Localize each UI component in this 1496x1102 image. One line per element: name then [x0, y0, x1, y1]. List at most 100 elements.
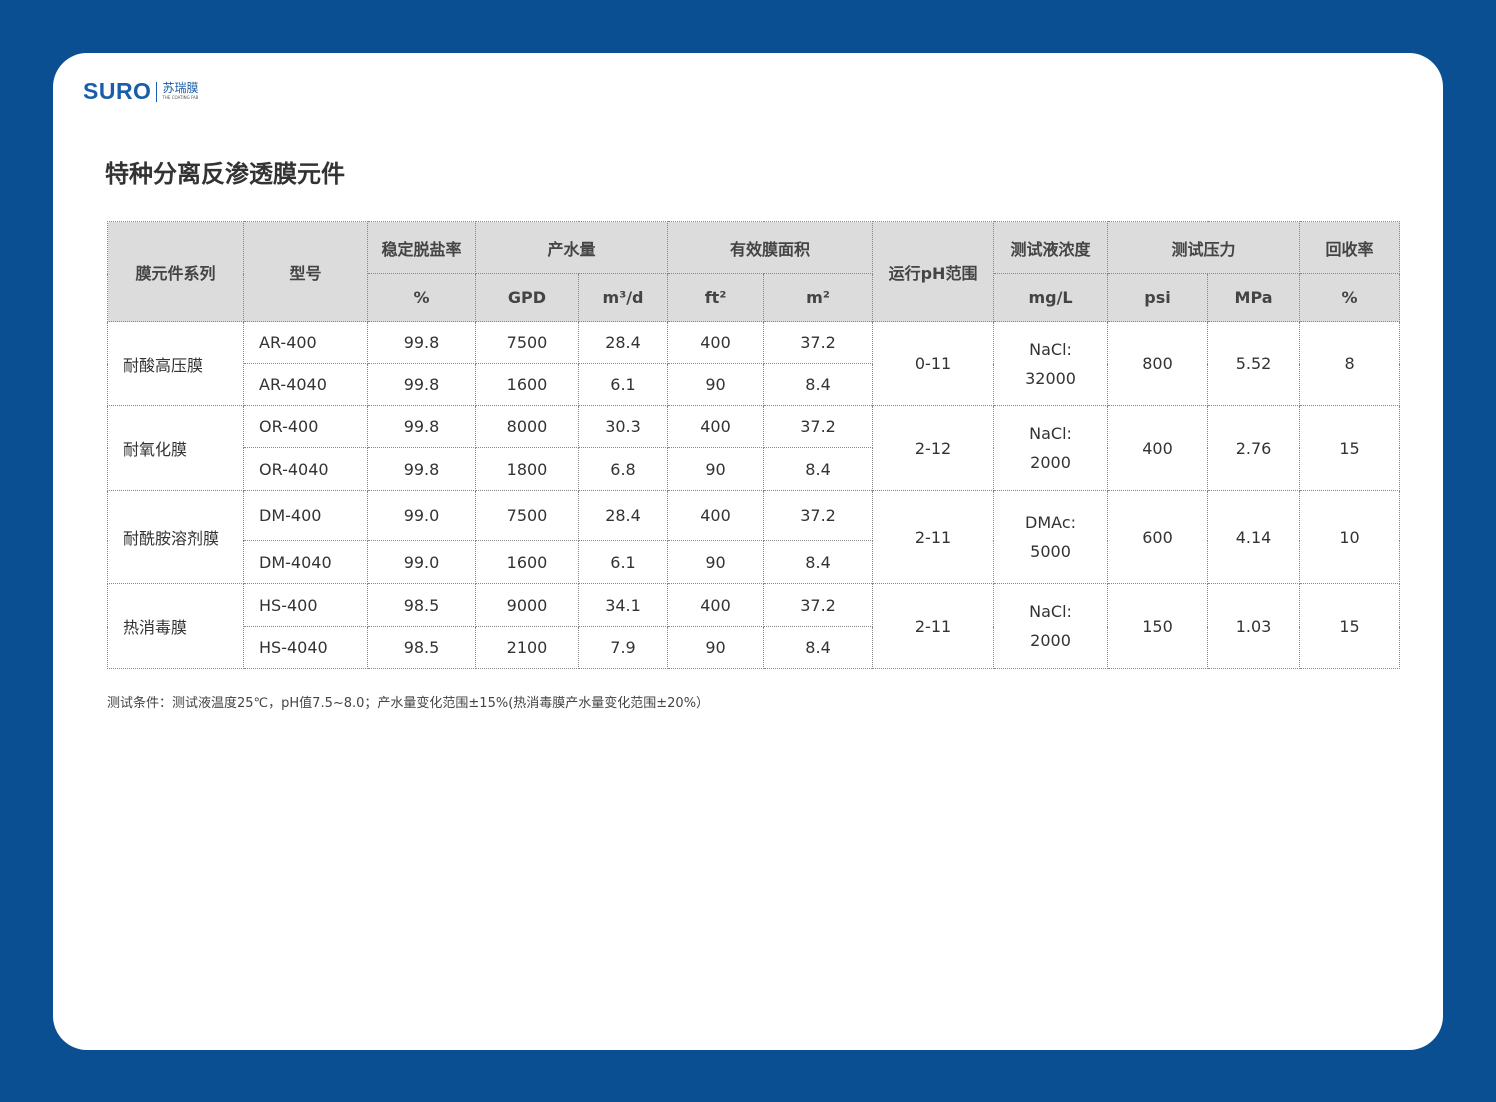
logo-tagline: THE COATING FAB: [162, 95, 199, 100]
rej-cell: 99.8: [367, 447, 476, 491]
series-cell: 耐酰胺溶剂膜: [107, 490, 244, 584]
header-ph: 运行pH范围: [872, 221, 995, 322]
recovery-cell: 15: [1299, 405, 1401, 491]
mpa-cell: 1.03: [1207, 583, 1301, 669]
unit-recovery: %: [1299, 273, 1401, 322]
model-cell: DM-4040: [243, 540, 368, 584]
psi-cell: 600: [1107, 490, 1209, 584]
gpd-cell: 1600: [475, 363, 579, 406]
m2-cell: 37.2: [763, 490, 874, 541]
table-row: AR-4040 99.8 1600 6.1 90 8.4: [108, 363, 1400, 406]
ft2-cell: 90: [667, 540, 765, 584]
header-pressure: 测试压力: [1107, 221, 1301, 274]
model-cell: HS-4040: [243, 626, 368, 669]
ph-cell: 2-11: [872, 490, 995, 584]
recovery-cell: 8: [1299, 321, 1401, 406]
ft2-cell: 400: [667, 490, 765, 541]
m2-cell: 37.2: [763, 583, 874, 627]
m2-cell: 37.2: [763, 321, 874, 364]
conc-cell: NaCl: 32000: [993, 321, 1109, 406]
m3d-cell: 6.8: [577, 447, 669, 491]
table-row: 耐酸高压膜 AR-400 99.8 7500 28.4 400 37.2 0-11 NaCl: 3…: [107, 321, 1401, 406]
unit-mpa: MPa: [1207, 273, 1301, 322]
header-flow: 产水量: [474, 221, 669, 274]
conc-value: 2000: [1030, 631, 1071, 650]
conc-cell: DMAc: 5000: [993, 490, 1109, 584]
model-cell: AR-400: [243, 321, 368, 364]
mpa-cell: 4.14: [1207, 490, 1301, 584]
ft2-cell: 400: [667, 321, 765, 364]
ft2-cell: 400: [667, 405, 765, 448]
gpd-cell: 1800: [475, 447, 579, 491]
m2-cell: 8.4: [763, 626, 874, 669]
unit-conc: mg/L: [993, 273, 1109, 322]
table-row: DM-4040 99.0 1600 6.1 90 8.4: [108, 540, 1400, 584]
m3d-cell: 7.9: [577, 626, 669, 669]
series-cell: 耐氧化膜: [107, 405, 244, 491]
conc-solute: DMAc:: [1025, 513, 1077, 532]
psi-cell: 400: [1107, 405, 1209, 491]
series-cell: 热消毒膜: [107, 583, 244, 669]
header-area: 有效膜面积: [667, 221, 874, 274]
unit-rejection: %: [367, 273, 476, 322]
psi-cell: 800: [1107, 321, 1209, 406]
ft2-cell: 90: [667, 626, 765, 669]
header-series: 膜元件系列: [107, 221, 244, 322]
table-row: 耐氧化膜 OR-400 99.8 8000 30.3 400 37.2 2-12 NaCl: 20…: [107, 405, 1401, 491]
conc-value: 2000: [1030, 453, 1071, 472]
logo-cn: 苏瑞膜: [162, 81, 199, 95]
gpd-cell: 7500: [475, 490, 579, 541]
unit-psi: psi: [1107, 273, 1209, 322]
model-cell: OR-400: [243, 405, 368, 448]
ft2-cell: 400: [667, 583, 765, 627]
psi-cell: 150: [1107, 583, 1209, 669]
unit-m2: m²: [763, 273, 874, 322]
m3d-cell: 30.3: [577, 405, 669, 448]
rej-cell: 99.0: [367, 490, 476, 541]
m2-cell: 8.4: [763, 540, 874, 584]
gpd-cell: 8000: [475, 405, 579, 448]
table-row: 热消毒膜 HS-400 98.5 9000 34.1 400 37.2 2-11 NaCl: 20…: [107, 583, 1401, 669]
conc-cell: NaCl: 2000: [993, 583, 1109, 669]
ph-cell: 2-11: [872, 583, 995, 669]
m2-cell: 8.4: [763, 363, 874, 406]
m3d-cell: 6.1: [577, 540, 669, 584]
rej-cell: 98.5: [367, 626, 476, 669]
gpd-cell: 7500: [475, 321, 579, 364]
recovery-cell: 10: [1299, 490, 1401, 584]
logo-divider: [156, 81, 158, 102]
ft2-cell: 90: [667, 447, 765, 491]
mpa-cell: 5.52: [1207, 321, 1301, 406]
conc-solute: NaCl:: [1029, 339, 1072, 359]
model-cell: HS-400: [243, 583, 368, 627]
m3d-cell: 34.1: [577, 583, 669, 627]
test-conditions-note: 测试条件：测试液温度25℃，pH值7.5~8.0；产水量变化范围±15%(热消毒…: [107, 696, 710, 711]
gpd-cell: 2100: [475, 626, 579, 669]
header-conc: 测试液浓度: [993, 221, 1109, 274]
ph-cell: 0-11: [872, 321, 995, 406]
rej-cell: 99.8: [367, 363, 476, 406]
gpd-cell: 1600: [475, 540, 579, 584]
header-model: 型号: [243, 221, 368, 322]
series-cell: 耐酸高压膜: [107, 321, 244, 406]
m3d-cell: 28.4: [577, 321, 669, 364]
rej-cell: 99.8: [367, 321, 476, 364]
m3d-cell: 28.4: [577, 490, 669, 541]
header-recovery: 回收率: [1299, 221, 1401, 274]
page-title: 特种分离反渗透膜元件: [105, 160, 345, 188]
m2-cell: 8.4: [763, 447, 874, 491]
m2-cell: 37.2: [763, 405, 874, 448]
model-cell: DM-400: [243, 490, 368, 541]
unit-gpd: GPD: [475, 273, 579, 322]
rej-cell: 98.5: [367, 583, 476, 627]
table-row: OR-4040 99.8 1800 6.8 90 8.4: [108, 447, 1400, 491]
conc-value: 5000: [1030, 542, 1071, 561]
spec-table: 膜元件系列 型号 稳定脱盐率 产水量 有效膜面积 运行pH范围 测试液浓度 测试…: [107, 221, 1401, 669]
conc-solute: NaCl:: [1029, 602, 1072, 621]
table-row: HS-4040 98.5 2100 7.9 90 8.4: [108, 626, 1400, 669]
rej-cell: 99.8: [367, 405, 476, 448]
conc-value: 32000: [1025, 368, 1076, 388]
logo-brand: SURO: [83, 78, 152, 104]
model-cell: OR-4040: [243, 447, 368, 491]
ft2-cell: 90: [667, 363, 765, 406]
